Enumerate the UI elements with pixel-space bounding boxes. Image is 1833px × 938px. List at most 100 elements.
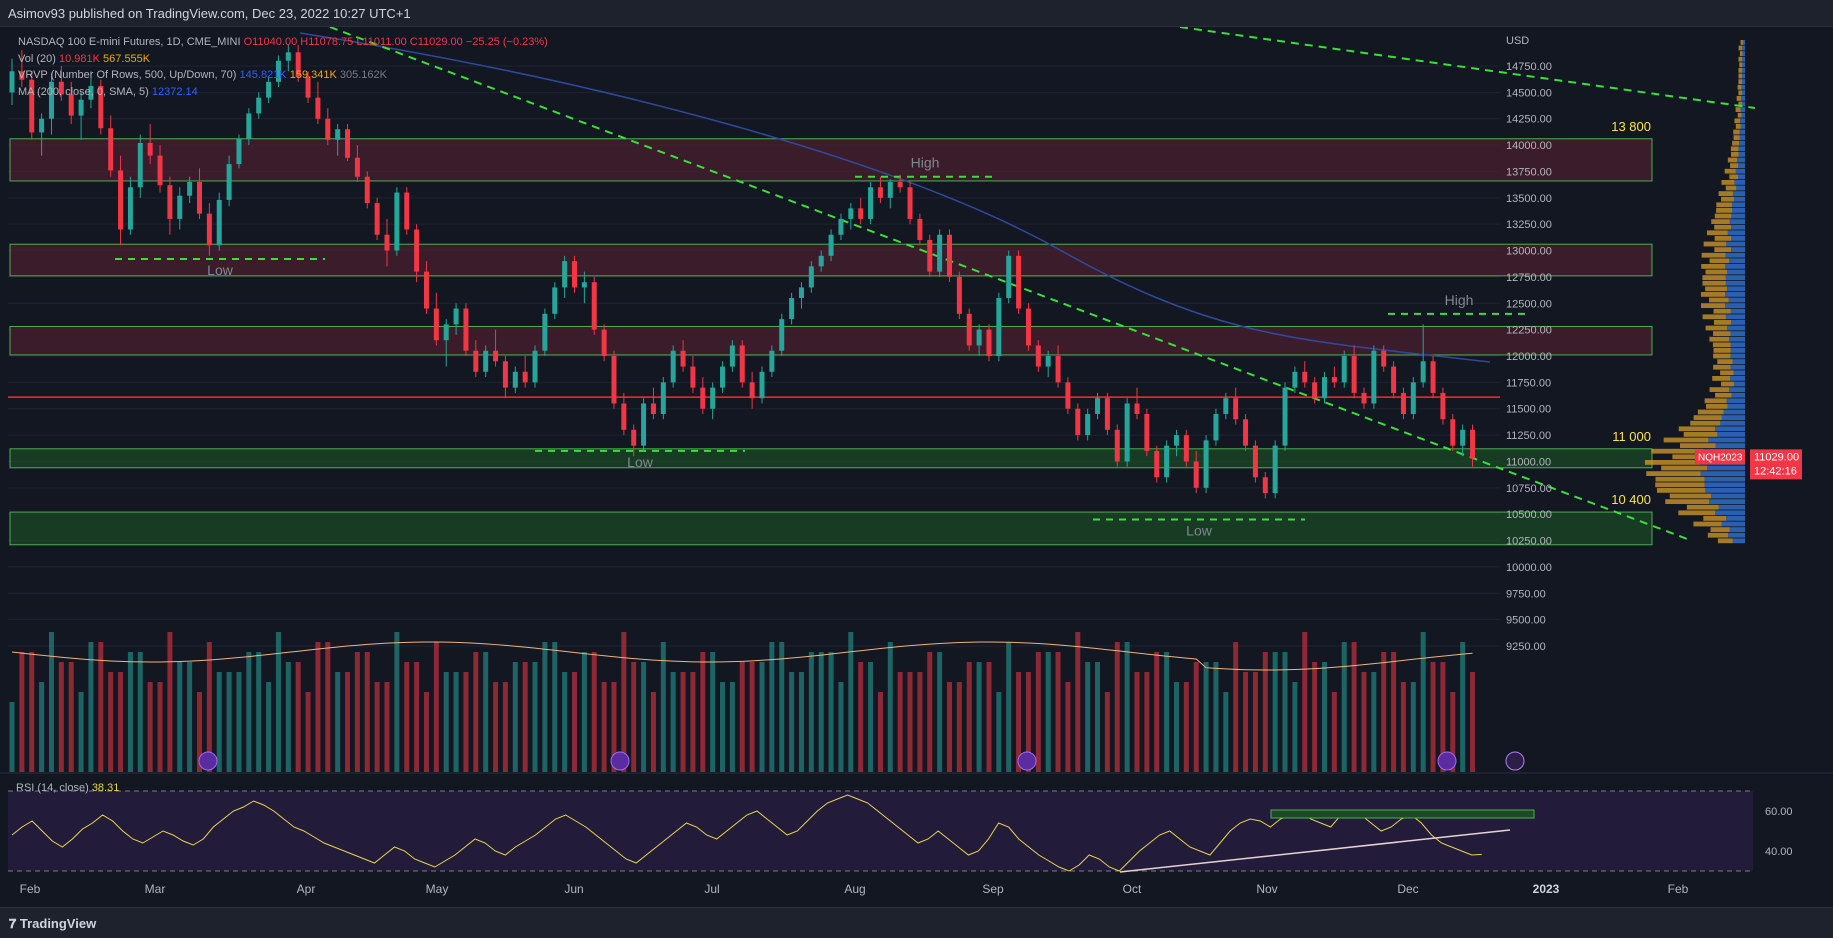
candle-body [532, 350, 538, 383]
volume-bar [1075, 632, 1081, 772]
volume-bar [611, 682, 617, 772]
vrvp-bar-up [1736, 185, 1745, 191]
candle-body [1272, 445, 1278, 494]
vrvp-bar-down [1651, 448, 1703, 454]
candle-body [1164, 445, 1170, 478]
vrvp-bar-up [1743, 40, 1745, 45]
candle-body [1124, 403, 1130, 462]
vrvp-bar-down [1705, 286, 1728, 292]
volume-bar [1035, 652, 1041, 772]
candle-body [1075, 408, 1081, 436]
vrvp-bar-up [1725, 280, 1745, 286]
vrvp-bar-down [1704, 398, 1727, 404]
volume-bar [433, 642, 439, 772]
volume-bar [818, 652, 824, 772]
price-tick-label: 9500.00 [1506, 615, 1546, 627]
time-tick-label: Jul [704, 882, 719, 896]
vrvp-bar-up [1725, 314, 1745, 320]
vrvp-bar-down [1661, 465, 1708, 471]
last-price-text: 11029.00 [1754, 451, 1799, 463]
vol-row[interactable]: Vol (20) 10.981K 567.555K [18, 51, 548, 68]
vrvp-bar-down [1733, 129, 1740, 135]
candle-body [1312, 382, 1318, 399]
candle-body [78, 99, 84, 116]
volume-bar [848, 632, 854, 772]
vrvp-bar-up [1741, 112, 1745, 118]
candle-body [463, 308, 469, 351]
vrvp-bar-down [1702, 280, 1726, 286]
candle-body [621, 403, 627, 430]
volume-bar [601, 682, 607, 772]
volume-bar [759, 662, 765, 772]
vrvp-bar-down [1714, 224, 1732, 230]
volume-bar [907, 672, 913, 772]
candle-body [1450, 419, 1456, 446]
publish-text: Asimov93 published on TradingView.com, D… [8, 6, 411, 21]
time-tick-label: Aug [844, 882, 865, 896]
vrvp-bar-up [1728, 336, 1745, 342]
vrvp-bar-down [1735, 124, 1741, 129]
volume-bar [1272, 652, 1278, 772]
vrvp-bar-down [1732, 140, 1740, 146]
vrvp-bar-up [1737, 174, 1745, 180]
candle-body [720, 366, 726, 388]
vrvp-bar-down [1716, 202, 1733, 208]
volume-bar [1213, 662, 1219, 772]
vrvp-row[interactable]: VRVP (Number Of Rows, 500, Up/Down, 70) … [18, 67, 548, 84]
vrvp-bar-down [1717, 359, 1733, 364]
vrvp-bar-up [1734, 196, 1745, 202]
candle-body [591, 282, 597, 330]
zone-label: 10 400 [1611, 492, 1651, 507]
price-tick-label: 10000.00 [1506, 562, 1552, 574]
candle-body [1371, 350, 1377, 404]
candle-body [779, 319, 785, 351]
vrvp-bar-up [1731, 224, 1745, 230]
candle-body [127, 187, 133, 230]
candle-body [1430, 361, 1436, 393]
vol-ma-value: 567.555K [103, 52, 151, 65]
candle-body [305, 76, 311, 98]
vol-label: Vol (20) [18, 52, 56, 65]
volume-bar [690, 672, 696, 772]
chart-canvas[interactable]: 13 800 11 000 10 400 Low High Low High Low 60.… [0, 27, 1833, 907]
vrvp-bar-down [1680, 443, 1716, 448]
volume-bar [423, 692, 429, 772]
symbol-row: NASDAQ 100 E-mini Futures, 1D, CME_MINI … [18, 34, 548, 51]
candle-body [789, 298, 795, 320]
vrvp-bar-down [1697, 409, 1724, 415]
rsi-tick-label: 60.00 [1765, 806, 1793, 818]
candle-body [19, 71, 25, 80]
vrvp-bar-down [1711, 219, 1730, 224]
tradingview-logo[interactable]: 𝟕 TradingView [9, 916, 96, 932]
vrvp-bar-up [1742, 45, 1745, 51]
candle-body [512, 371, 518, 388]
vrvp-bar-up [1730, 364, 1745, 370]
volume-bar [1016, 672, 1022, 772]
price-tick-label: 11750.00 [1506, 377, 1551, 389]
dividend-marker [610, 751, 630, 771]
candle-body [572, 261, 577, 288]
volume-bar [157, 682, 163, 772]
rsi-legend[interactable]: RSI (14, close) 38.31 [16, 782, 119, 794]
volume-bar [789, 672, 795, 772]
vrvp-label: VRVP (Number Of Rows, 500, Up/Down, 70) [18, 69, 237, 81]
earnings-marker [1505, 751, 1525, 771]
upper-trendline [1179, 27, 1756, 109]
candle-body [1440, 392, 1446, 420]
vrvp-bar-up [1720, 420, 1745, 426]
candle-body [157, 155, 163, 186]
vrvp-bar-up [1731, 247, 1745, 252]
vrvp-bar-down [1686, 504, 1719, 510]
time-tick-label: 2023 [1533, 882, 1560, 896]
ma-row[interactable]: MA (200, close, 0, SMA, 5) 12372.14 [18, 84, 548, 101]
vrvp-bar-up [1717, 432, 1745, 437]
vol-value: 10.981K [58, 52, 100, 65]
candle-body [1460, 429, 1466, 446]
vrvp-bar-up [1737, 157, 1745, 163]
ma-value: 12372.14 [151, 85, 198, 98]
price-tick-label: 14000.00 [1506, 140, 1552, 152]
candle-body [88, 86, 94, 100]
vrvp-bar-down [1738, 68, 1743, 73]
price-axis: USD 14750.00 14500.00 14250.00 14000.00 13750… [1506, 35, 1802, 653]
vrvp-bar-up [1731, 236, 1745, 241]
